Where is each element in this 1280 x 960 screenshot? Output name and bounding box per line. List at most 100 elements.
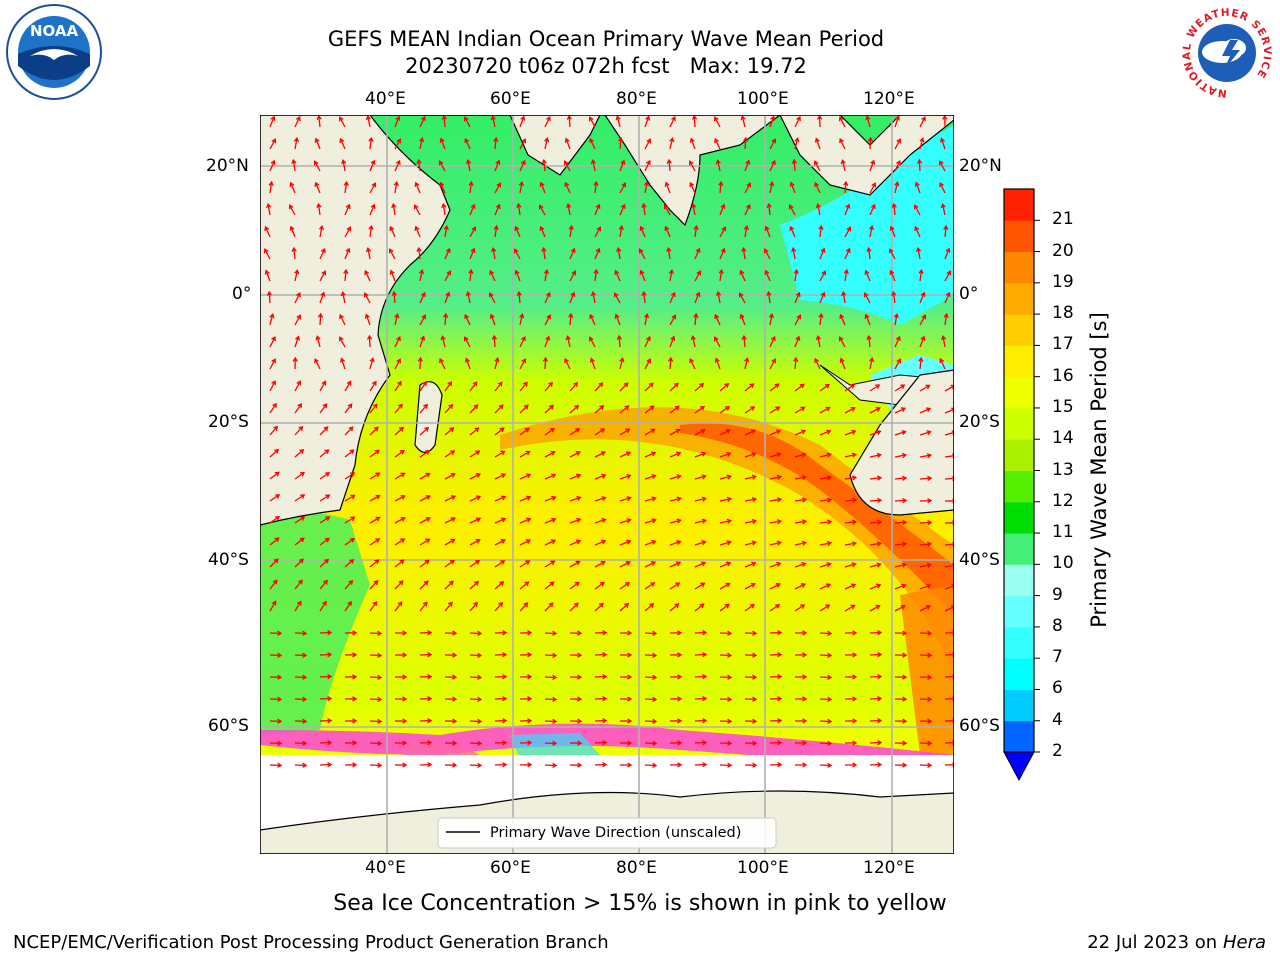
wave-direction-arrowhead bbox=[676, 451, 682, 457]
wave-direction-arrowhead bbox=[425, 495, 431, 500]
wave-direction-arrowhead bbox=[652, 762, 658, 768]
wave-direction-arrowhead bbox=[522, 381, 528, 387]
wave-direction-arrowhead bbox=[527, 762, 533, 768]
wave-direction-arrowhead bbox=[646, 335, 651, 342]
wave-direction-arrowhead bbox=[826, 519, 833, 525]
wave-direction-arrow bbox=[719, 406, 730, 414]
wave-direction-arrow bbox=[814, 182, 821, 194]
wave-direction-arrowhead bbox=[877, 674, 883, 680]
wave-direction-arrow bbox=[944, 477, 954, 480]
wave-direction-arrowhead bbox=[751, 561, 757, 567]
wave-direction-arrow bbox=[369, 160, 375, 172]
wave-direction-arrowhead bbox=[292, 356, 298, 362]
wave-direction-arrow bbox=[619, 358, 624, 370]
wave-direction-arrowhead bbox=[275, 515, 281, 521]
wave-direction-arrowhead bbox=[313, 160, 319, 166]
wave-direction-arrow bbox=[669, 270, 673, 282]
wave-direction-arrow bbox=[339, 314, 346, 326]
wave-direction-arrow bbox=[344, 472, 355, 480]
wave-direction-arrow bbox=[844, 407, 856, 414]
wave-direction-arrowhead bbox=[316, 115, 322, 120]
wave-direction-arrow bbox=[269, 116, 275, 128]
wave-direction-arrow bbox=[294, 472, 305, 480]
wave-direction-arrow bbox=[694, 653, 707, 656]
wave-direction-arrowhead bbox=[501, 495, 507, 501]
wave-direction-arrow bbox=[267, 204, 271, 216]
wave-direction-arrowhead bbox=[876, 583, 882, 589]
wave-direction-arrow bbox=[794, 520, 807, 524]
wave-direction-arrow bbox=[319, 381, 326, 392]
wave-direction-arrowhead bbox=[350, 472, 356, 477]
wave-direction-arrow bbox=[644, 582, 655, 590]
wave-direction-arrowhead bbox=[620, 159, 626, 165]
wave-direction-arrow bbox=[769, 453, 781, 458]
wave-direction-arrowhead bbox=[841, 290, 847, 297]
wave-direction-arrowhead bbox=[818, 224, 824, 230]
wave-direction-arrowhead bbox=[302, 740, 308, 746]
wave-direction-arrowhead bbox=[871, 182, 877, 188]
wave-direction-arrow bbox=[669, 336, 675, 348]
wave-direction-arrowhead bbox=[827, 652, 833, 658]
sea-ice-cyan-patch bbox=[510, 733, 600, 760]
wave-direction-arrow bbox=[719, 429, 731, 436]
wave-direction-arrowhead bbox=[866, 246, 872, 253]
wave-direction-arrowhead bbox=[616, 334, 622, 340]
wave-direction-arrowhead bbox=[800, 604, 806, 609]
wave-direction-arrow bbox=[619, 225, 623, 238]
wave-direction-arrowhead bbox=[820, 291, 826, 297]
wave-direction-arrow bbox=[869, 204, 876, 216]
wave-direction-arrow bbox=[369, 138, 372, 150]
colorbar bbox=[1003, 188, 1040, 782]
wave-direction-arrow bbox=[494, 160, 500, 172]
wave-direction-arrowhead bbox=[550, 539, 557, 545]
wave-direction-arrow bbox=[744, 475, 756, 480]
wave-direction-arrowhead bbox=[927, 652, 933, 658]
wave-direction-arrow bbox=[569, 474, 581, 480]
wave-direction-arrowhead bbox=[902, 740, 908, 746]
wave-direction-arrowhead bbox=[349, 558, 355, 564]
wave-direction-arrow bbox=[617, 247, 621, 260]
wave-direction-arrowhead bbox=[402, 740, 408, 746]
wave-direction-arrowhead bbox=[852, 740, 858, 746]
wave-direction-arrow bbox=[269, 494, 280, 502]
wave-direction-arrowhead bbox=[901, 430, 907, 436]
wave-direction-arrow bbox=[819, 453, 831, 458]
wave-direction-arrow bbox=[619, 451, 631, 458]
wave-direction-arrowhead bbox=[314, 181, 320, 187]
wave-direction-arrowhead bbox=[623, 382, 629, 388]
wave-direction-arrowhead bbox=[774, 383, 780, 389]
wave-direction-arrowhead bbox=[601, 517, 607, 523]
wave-direction-arrow bbox=[694, 226, 698, 238]
wave-direction-arrow bbox=[464, 138, 471, 150]
wave-direction-arrowhead bbox=[718, 180, 724, 186]
wave-direction-arrow bbox=[344, 204, 350, 216]
wave-direction-arrow bbox=[344, 580, 353, 590]
wave-direction-arrowhead bbox=[550, 560, 556, 566]
wave-direction-arrowhead bbox=[799, 383, 805, 389]
wave-direction-arrow bbox=[419, 653, 432, 656]
wave-direction-arrowhead bbox=[666, 246, 672, 253]
wave-direction-arrowhead bbox=[627, 762, 633, 768]
wave-direction-arrow bbox=[394, 138, 401, 150]
wave-direction-arrow bbox=[744, 383, 754, 392]
wave-direction-arrowhead bbox=[814, 137, 820, 143]
wave-direction-arrow bbox=[594, 451, 606, 458]
wave-direction-arrowhead bbox=[891, 290, 897, 297]
wave-direction-arrowhead bbox=[470, 203, 476, 209]
wave-direction-arrow bbox=[394, 450, 405, 458]
wave-direction-arrowhead bbox=[720, 203, 726, 209]
wave-direction-arrow bbox=[590, 358, 596, 370]
wave-direction-arrowhead bbox=[374, 559, 380, 565]
wave-direction-arrowhead bbox=[347, 403, 353, 409]
wave-direction-arrowhead bbox=[468, 268, 474, 274]
wave-direction-arrow bbox=[294, 516, 305, 524]
wave-direction-arrow bbox=[665, 182, 671, 194]
sea-ice-fringe bbox=[260, 723, 954, 770]
wave-direction-arrow bbox=[840, 358, 846, 370]
wave-direction-arrow bbox=[544, 292, 551, 304]
wave-direction-arrowhead bbox=[470, 247, 476, 253]
wave-direction-arrowhead bbox=[477, 762, 483, 768]
wave-direction-arrowhead bbox=[752, 762, 758, 768]
wave-direction-arrow bbox=[919, 314, 926, 326]
wave-direction-arrowhead bbox=[552, 696, 558, 702]
